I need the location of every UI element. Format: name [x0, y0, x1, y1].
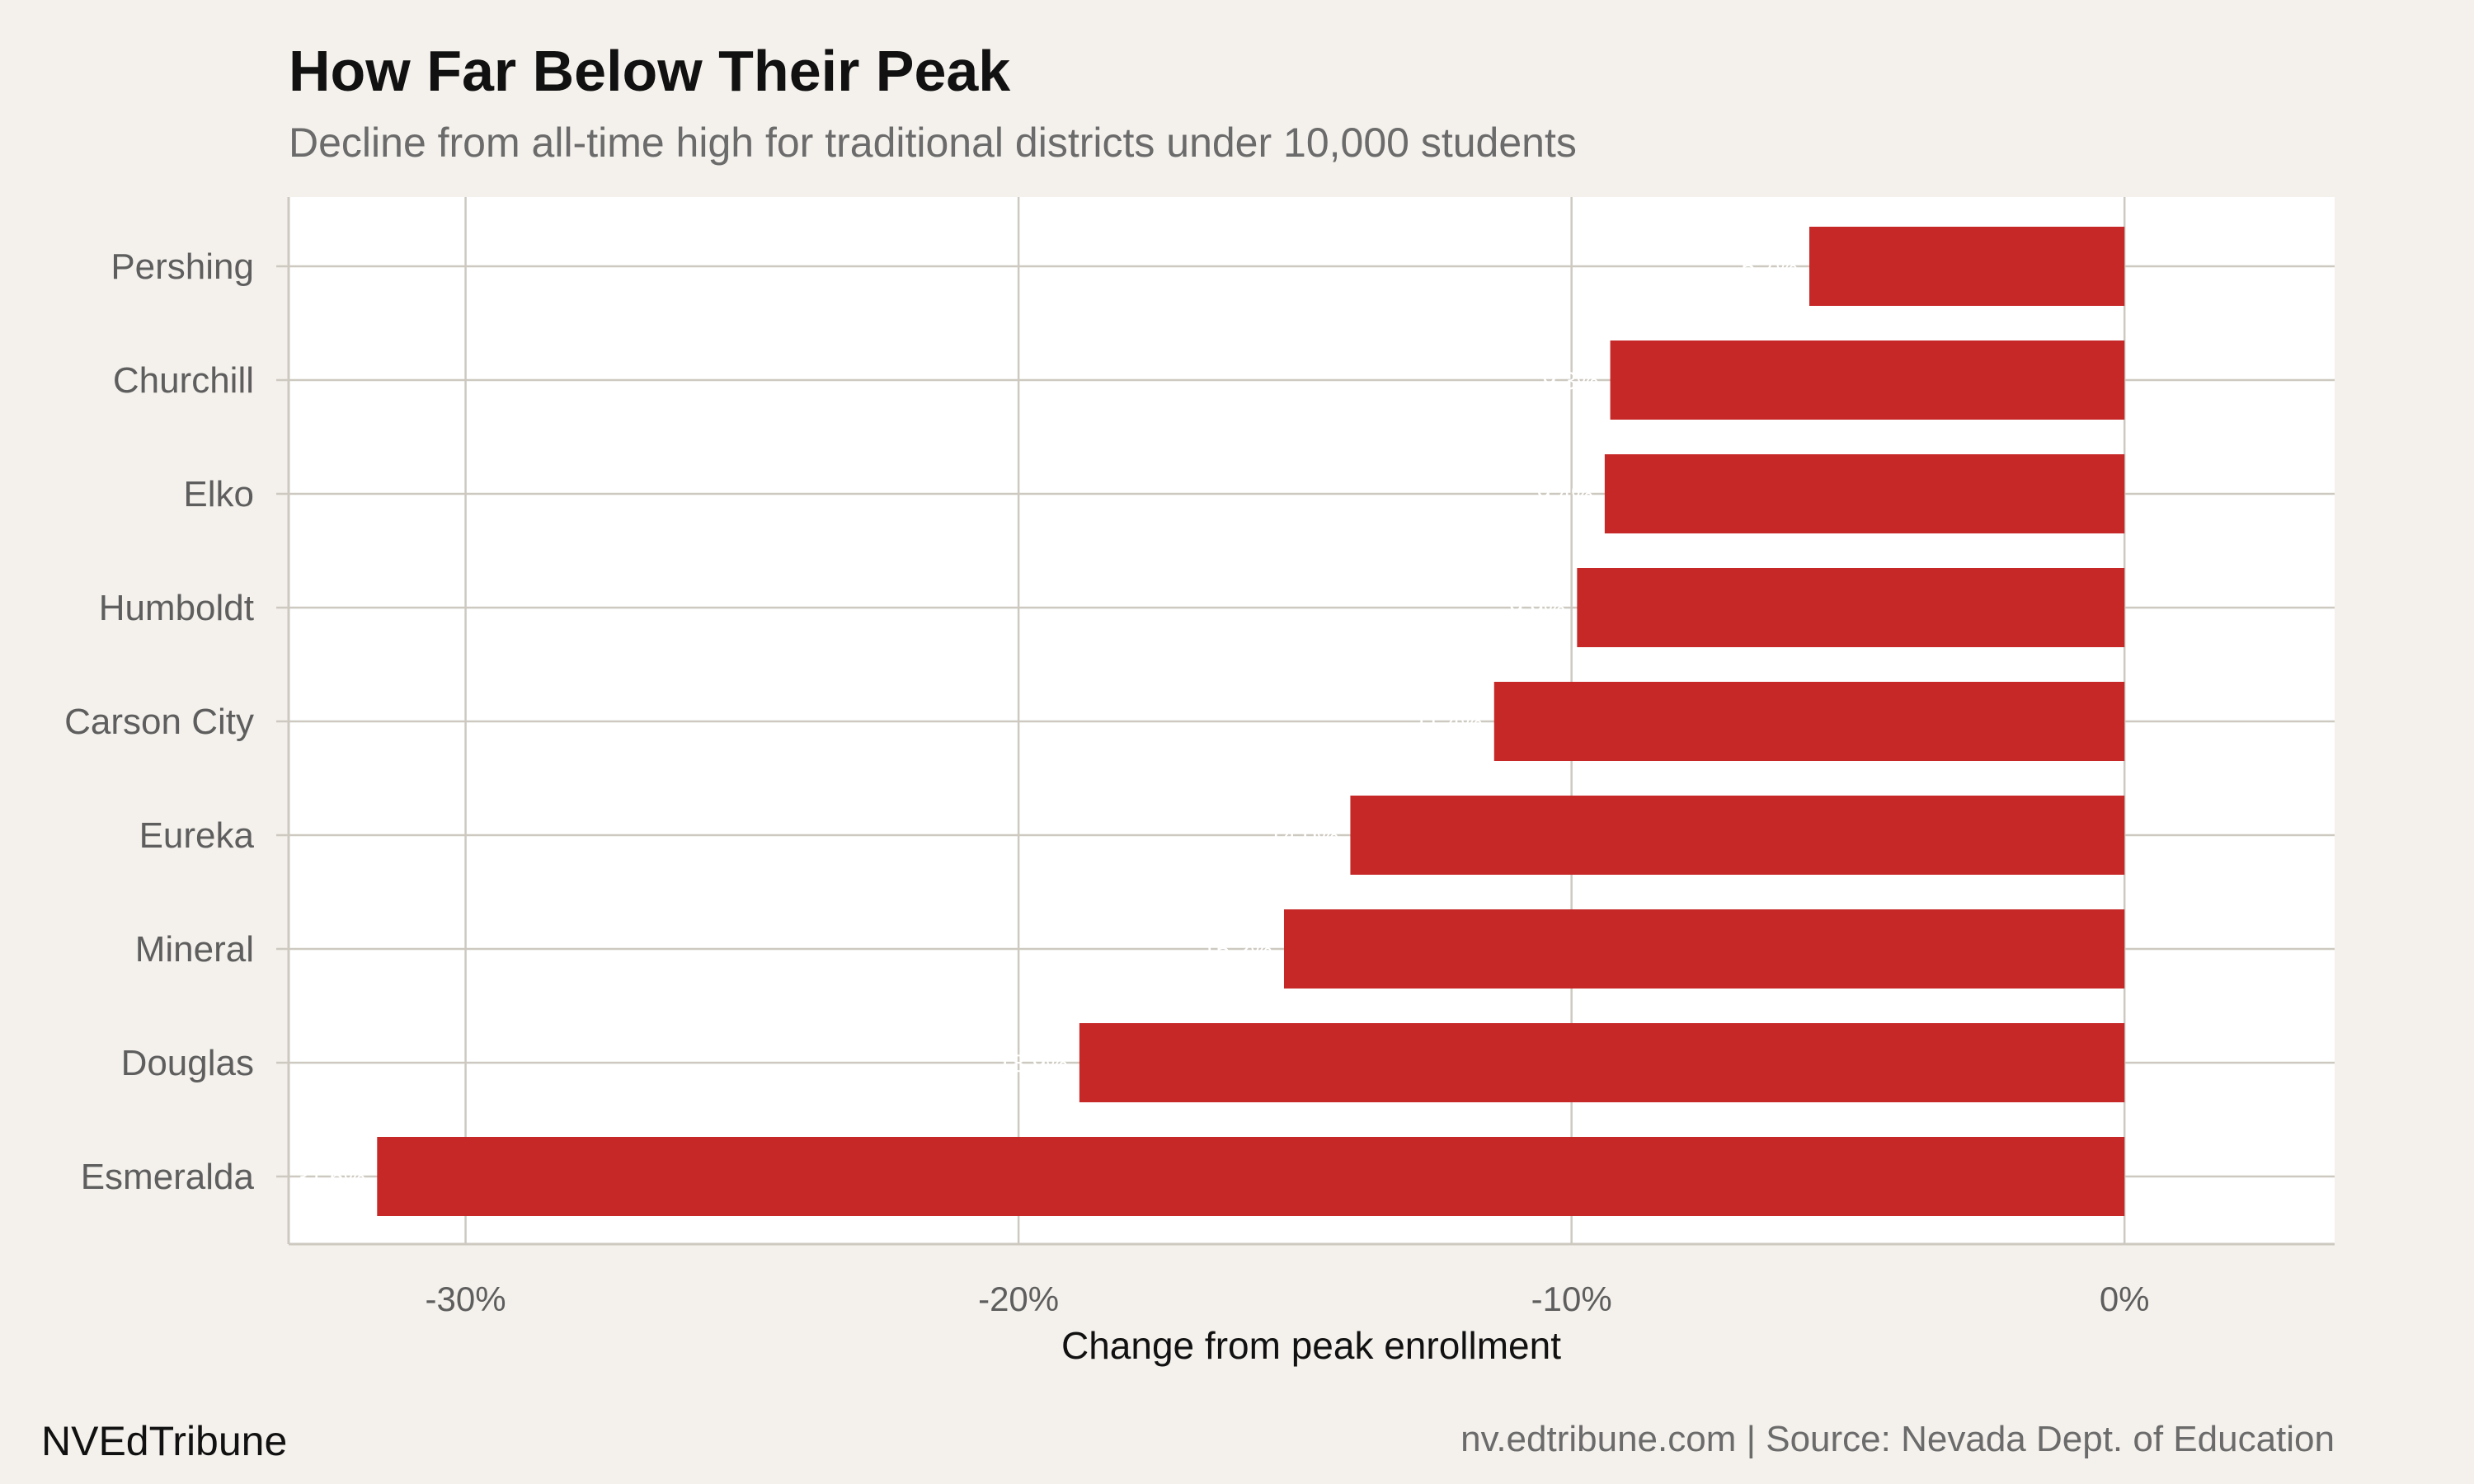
x-tick-label: -30%: [426, 1280, 506, 1318]
category-label: Douglas: [121, 1043, 254, 1083]
bar-humboldt: [1577, 568, 2125, 647]
chart-title: How Far Below Their Peak: [289, 39, 1010, 103]
category-label: Elko: [183, 474, 254, 514]
bar-eureka: [1350, 796, 2125, 875]
x-tick-label: -10%: [1531, 1280, 1612, 1318]
data-label: -14.0%: [1260, 823, 1338, 850]
bar-elko: [1604, 454, 2125, 533]
chart-subtitle: Decline from all-time high for tradition…: [289, 120, 1577, 166]
bars: -5.7% -9.3% -9.4% -9.9% -11.4% -14.0% -15.2% -1…: [287, 227, 2125, 1216]
x-axis-title: Change from peak enrollment: [1061, 1324, 1561, 1367]
data-label: -9.9%: [1501, 595, 1565, 622]
data-label: -18.9%: [990, 1050, 1068, 1078]
category-label: Esmeralda: [81, 1157, 255, 1197]
category-label: Carson City: [64, 702, 254, 742]
bar-douglas: [1079, 1023, 2125, 1102]
x-axis-ticks: -30% -20% -10% 0%: [426, 1280, 2150, 1318]
data-label: -9.4%: [1529, 481, 1593, 509]
brand-logo-text: NVEdTribune: [41, 1418, 287, 1464]
data-label: -9.3%: [1534, 368, 1598, 395]
bar-esmeralda: [377, 1137, 2125, 1216]
bar-carson-city: [1493, 682, 2125, 761]
category-label: Mineral: [135, 929, 254, 970]
data-label: -5.7%: [1733, 254, 1798, 281]
data-label: -31.6%: [287, 1164, 365, 1191]
category-label: Eureka: [139, 815, 255, 856]
bar-churchill: [1610, 340, 2125, 420]
data-label: -11.4%: [1406, 709, 1483, 736]
bar-mineral: [1283, 909, 2125, 989]
category-labels: Pershing Churchill Elko Humboldt Carson City…: [64, 247, 254, 1197]
data-label: -15.2%: [1194, 937, 1272, 964]
category-label: Pershing: [111, 247, 254, 287]
source-note: nv.edtribune.com | Source: Nevada Dept. …: [1460, 1419, 2335, 1459]
x-tick-label: 0%: [2100, 1280, 2150, 1318]
bar-pershing: [1808, 227, 2125, 306]
category-label: Humboldt: [99, 588, 254, 628]
category-label: Churchill: [113, 360, 254, 401]
x-tick-label: -20%: [978, 1280, 1059, 1318]
